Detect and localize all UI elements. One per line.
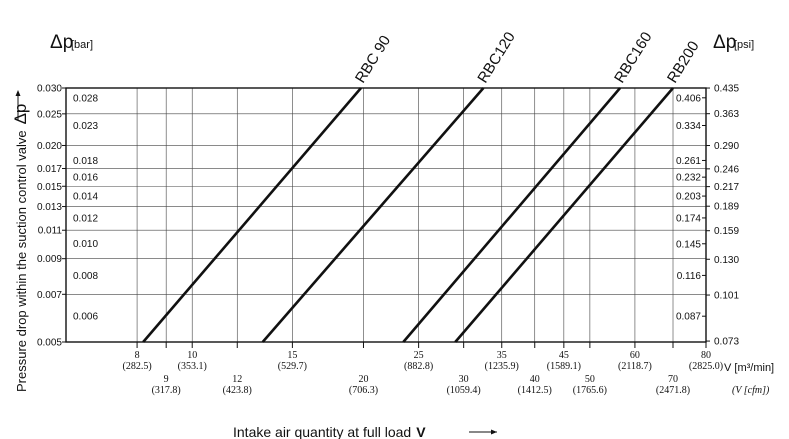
x-tick-sublabel: (423.8) xyxy=(223,385,252,396)
y-right-inner-label: 0.203 xyxy=(676,192,701,203)
y-axis-symbol: Δp xyxy=(11,104,30,125)
y-left-outer-label: 0.030 xyxy=(37,84,62,95)
x-tick-label: 12 xyxy=(232,374,242,385)
x-tick-sublabel: (282.5) xyxy=(122,361,151,372)
svg-text:Pressure drop within the sucti: Pressure drop within the suction control… xyxy=(11,104,30,392)
y-right-outer-label: 0.246 xyxy=(714,164,739,175)
x-tick-sublabel: (1589.1) xyxy=(547,361,581,372)
y-left-outer-label: 0.025 xyxy=(37,109,62,120)
x-tick-label: 9 xyxy=(164,374,169,385)
y-left-inner-label: 0.008 xyxy=(73,271,98,282)
series-label: RB200 xyxy=(664,38,703,86)
y-left-outer-label: 0.009 xyxy=(37,254,62,265)
y-axis-arrowhead xyxy=(15,90,21,96)
y-left-outer-label: 0.005 xyxy=(37,338,62,349)
x-unit-secondary: (V [cfm]) xyxy=(732,385,770,396)
y-left-outer-label: 0.013 xyxy=(37,202,62,213)
x-tick-sublabel: (353.1) xyxy=(178,361,207,372)
y-right-inner-label: 0.334 xyxy=(676,121,701,132)
y-right-outer-label: 0.101 xyxy=(714,291,739,302)
right-unit-symbol: Δp xyxy=(713,32,736,53)
x-tick-sublabel: (317.8) xyxy=(152,385,181,396)
x-tick-label: 40 xyxy=(530,374,540,385)
left-unit-symbol: Δp xyxy=(50,32,73,53)
tick-labels: 0.030 0.025 0.020 0.017 0.015 0.013 0.011 0.009… xyxy=(37,29,739,396)
x-tick-label: 35 xyxy=(497,350,507,361)
y-right-inner-label: 0.261 xyxy=(676,156,701,167)
x-tick-sublabel: (2471.8) xyxy=(656,385,690,396)
series-label: RBC120 xyxy=(474,29,518,86)
y-left-outer-label: 0.011 xyxy=(38,226,63,237)
x-tick-sublabel: (882.8) xyxy=(404,361,433,372)
x-tick-label: 10 xyxy=(187,350,197,361)
x-tick-sublabel: (1059.4) xyxy=(447,385,481,396)
x-unit-primary: V [m³/min] xyxy=(724,362,774,374)
series-label: RBC 90 xyxy=(352,33,394,87)
x-tick-label: 60 xyxy=(630,350,640,361)
left-unit: [bar] xyxy=(71,39,93,51)
x-tick-sublabel: (2825.0) xyxy=(689,361,723,372)
y-right-outer-label: 0.073 xyxy=(714,337,739,348)
y-right-outer-label: 0.130 xyxy=(714,255,739,266)
y-axis-title: Pressure drop within the suction control… xyxy=(11,104,30,392)
y-left-outer-label: 0.015 xyxy=(37,182,62,193)
x-tick-label: 70 xyxy=(668,374,678,385)
x-tick-sublabel: (706.3) xyxy=(349,385,378,396)
series-line xyxy=(454,87,674,343)
y-left-inner-label: 0.028 xyxy=(73,93,98,104)
y-left-inner-label: 0.016 xyxy=(73,173,98,184)
y-axis-title-text: Pressure drop within the suction control… xyxy=(14,130,29,392)
grid xyxy=(62,87,710,348)
y-right-inner-label: 0.174 xyxy=(676,213,701,224)
series-lines xyxy=(142,87,674,343)
y-right-inner-label: 0.406 xyxy=(676,93,701,104)
y-right-outer-label: 0.435 xyxy=(714,84,739,95)
x-axis-title: Intake air quantity at full load V xyxy=(233,424,426,439)
x-tick-label: 50 xyxy=(585,374,595,385)
x-tick-sublabel: (1412.5) xyxy=(518,385,552,396)
x-tick-label: 45 xyxy=(559,350,569,361)
x-tick-sublabel: (529.7) xyxy=(278,361,307,372)
x-axis-arrowhead xyxy=(491,429,497,435)
y-left-outer-label: 0.007 xyxy=(37,290,62,301)
series-line xyxy=(402,87,622,343)
y-left-inner-label: 0.012 xyxy=(73,213,98,224)
y-left-inner-label: 0.010 xyxy=(73,239,98,250)
x-tick-label: 15 xyxy=(287,350,297,361)
y-right-outer-label: 0.290 xyxy=(714,141,739,152)
x-tick-label: 25 xyxy=(414,350,424,361)
y-right-outer-label: 0.217 xyxy=(714,182,739,193)
x-tick-sublabel: (1235.9) xyxy=(485,361,519,372)
series-line xyxy=(261,87,485,343)
x-tick-label: 30 xyxy=(459,374,469,385)
x-axis-title-text: Intake air quantity at full load xyxy=(233,424,411,439)
y-right-outer-label: 0.363 xyxy=(714,109,739,120)
y-right-inner-label: 0.145 xyxy=(676,239,701,250)
y-right-outer-label: 0.159 xyxy=(714,226,739,237)
y-left-inner-label: 0.014 xyxy=(73,192,98,203)
series-line xyxy=(142,87,362,343)
x-tick-label: 80 xyxy=(701,350,711,361)
plot-frame xyxy=(65,87,707,343)
x-axis-symbol: V xyxy=(416,424,426,439)
y-right-outer-label: 0.189 xyxy=(714,202,739,213)
y-left-inner-label: 0.006 xyxy=(73,312,98,323)
x-tick-sublabel: (1765.6) xyxy=(573,385,607,396)
right-unit: [psi] xyxy=(734,39,754,51)
y-left-outer-label: 0.017 xyxy=(37,164,62,175)
y-left-outer-label: 0.020 xyxy=(37,141,62,152)
y-right-inner-label: 0.116 xyxy=(677,271,702,282)
y-right-inner-label: 0.087 xyxy=(676,312,701,323)
x-tick-label: 20 xyxy=(358,374,368,385)
y-right-inner-label: 0.232 xyxy=(676,173,701,184)
series-label: RBC160 xyxy=(611,29,655,86)
x-tick-sublabel: (2118.7) xyxy=(618,361,652,372)
y-left-inner-label: 0.018 xyxy=(73,156,98,167)
y-left-inner-label: 0.023 xyxy=(73,121,98,132)
x-tick-label: 8 xyxy=(135,350,140,361)
